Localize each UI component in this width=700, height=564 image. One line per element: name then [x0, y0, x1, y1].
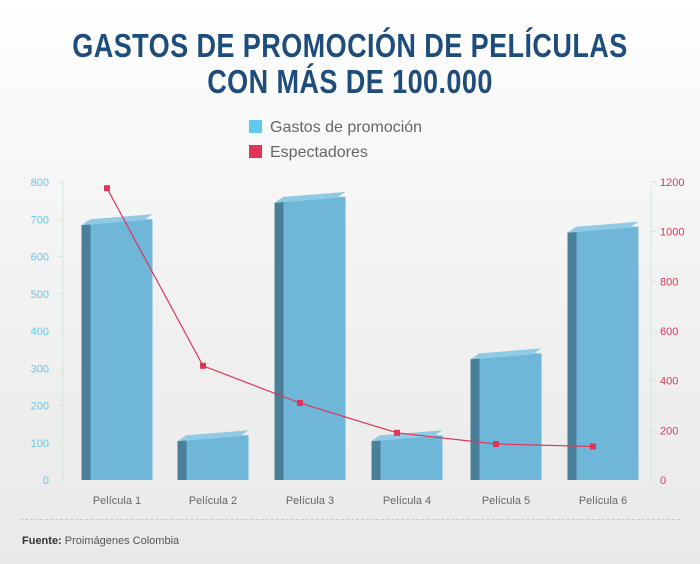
bar-top-face	[81, 214, 153, 226]
bar-side-face	[567, 226, 577, 480]
bar-top-face	[470, 348, 542, 360]
right-tick-label: 200	[660, 425, 678, 437]
legend-label-2: Espectadores	[270, 144, 368, 161]
right-tick-label: 1000	[660, 227, 684, 239]
bar-front-face	[576, 226, 639, 480]
line-point-6	[590, 443, 596, 450]
left-tick-label: 300	[31, 363, 49, 375]
left-tick-label: 600	[31, 252, 49, 264]
line-point-5	[493, 440, 499, 447]
bar-1	[81, 214, 153, 480]
bar-front-face	[479, 353, 542, 480]
right-tick-label: 400	[660, 376, 678, 388]
bar-side-face	[81, 219, 91, 480]
bar-2	[177, 430, 249, 480]
line-point-1	[104, 185, 110, 192]
line-point-2	[200, 362, 206, 369]
left-tick-label: 200	[31, 401, 49, 413]
chart-title-line-1: GASTOS DE PROMOCIÓN DE PELÍCULAS	[72, 27, 628, 64]
line-point-3	[297, 400, 303, 407]
left-tick-label: 800	[31, 177, 49, 189]
bar-side-face	[274, 196, 284, 480]
source-divider	[20, 519, 680, 520]
right-tick-label: 600	[660, 326, 678, 338]
chart-title-line-2: CON MÁS DE 100.000	[207, 63, 493, 100]
x-tick-label: Película 1	[93, 495, 141, 507]
x-tick-label: Película 2	[189, 495, 237, 507]
left-tick-label: 400	[31, 326, 49, 338]
source-text: Proimágenes Colombia	[64, 535, 180, 547]
bar-5	[470, 348, 542, 480]
left-tick-label: 700	[31, 214, 49, 226]
bar-3	[274, 191, 346, 480]
left-tick-label: 500	[31, 289, 49, 301]
source-note: Fuente: Proimágenes Colombia	[22, 535, 179, 547]
bar-front-face	[90, 219, 153, 480]
bar-front-face	[380, 435, 443, 480]
bar-6	[567, 221, 639, 480]
bar-side-face	[177, 435, 187, 480]
right-tick-label: 0	[660, 475, 666, 487]
bar-top-face	[567, 221, 639, 233]
bar-front-face	[186, 435, 249, 480]
legend-swatch-1	[249, 120, 262, 133]
line-series-espectadores	[106, 187, 594, 448]
line-point-4	[394, 429, 400, 436]
x-tick-label: Película 3	[286, 495, 334, 507]
legend-label-1: Gastos de promoción	[270, 119, 422, 136]
x-tick-label: Película 6	[579, 495, 627, 507]
bar-series-gastos	[81, 191, 639, 480]
bar-4	[371, 430, 443, 480]
right-tick-label: 800	[660, 276, 678, 288]
legend-swatch-2	[249, 145, 262, 158]
bar-top-face	[177, 430, 249, 442]
bar-front-face	[283, 196, 346, 480]
bar-top-face	[371, 430, 443, 442]
right-tick-label: 1200	[660, 177, 684, 189]
x-tick-label: Película 5	[482, 495, 530, 507]
left-tick-label: 0	[43, 475, 49, 487]
bar-top-face	[274, 191, 346, 203]
left-tick-label: 100	[31, 438, 49, 450]
source-label: Fuente:	[22, 535, 62, 547]
bar-side-face	[371, 435, 381, 480]
bar-side-face	[470, 353, 480, 480]
x-tick-label: Película 4	[383, 495, 431, 507]
